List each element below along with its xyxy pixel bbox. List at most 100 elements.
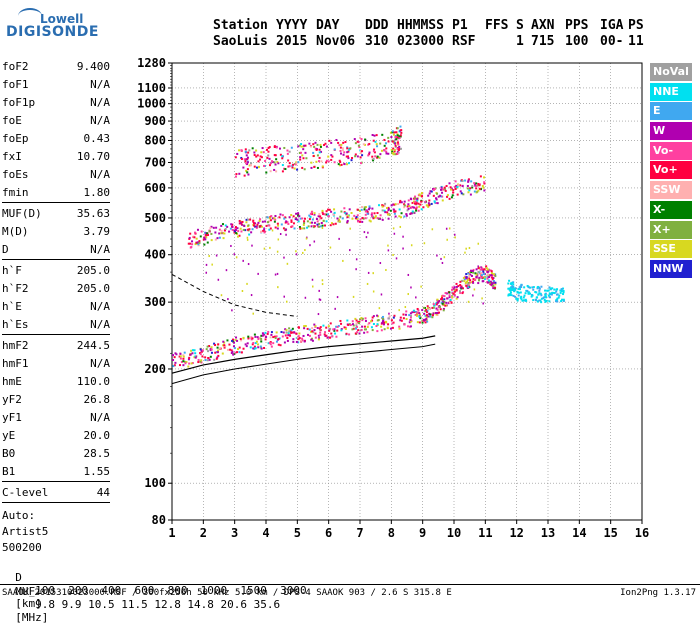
echo-dot	[318, 156, 321, 159]
echo-dot	[420, 192, 423, 195]
echo-dot	[240, 156, 243, 159]
echo-dot	[475, 182, 478, 185]
header-label: FFS	[485, 18, 509, 33]
echo-dot	[228, 343, 231, 346]
echo-dot	[249, 164, 252, 167]
echo-dot	[427, 202, 430, 205]
echo-dot	[254, 342, 257, 345]
echo-dot	[358, 209, 361, 212]
echo-dot	[340, 210, 343, 213]
echo-dot	[470, 274, 473, 277]
echo-dot	[393, 210, 396, 213]
echo-dot	[472, 281, 475, 284]
echo-dot	[421, 319, 424, 322]
echo-dot	[297, 341, 300, 344]
echo-dot	[290, 220, 293, 223]
echo-dot	[470, 271, 473, 274]
echo-dot	[414, 195, 417, 198]
echo-dot	[418, 313, 421, 316]
echo-dot	[264, 338, 267, 341]
echo-dot	[493, 281, 496, 284]
y-tick-label: 200	[144, 362, 166, 376]
echo-dot	[173, 364, 176, 367]
echo-dot	[339, 149, 342, 152]
echo-dot	[355, 325, 358, 328]
version-label: Ion2Png 1.3.17	[620, 588, 696, 598]
echo-dot	[411, 210, 414, 213]
echo-dot	[454, 180, 457, 183]
header-label: HHMMSS	[397, 18, 444, 33]
echo-dot	[510, 294, 513, 297]
parameter-separator	[2, 202, 110, 205]
echo-dot	[180, 360, 183, 363]
echo-dot	[509, 289, 512, 292]
echo-dot	[172, 359, 175, 362]
echo-dot	[197, 243, 200, 246]
echo-dot	[222, 237, 225, 240]
echo-dot	[284, 216, 287, 219]
echo-dot	[465, 284, 468, 287]
echo-dot	[263, 231, 266, 234]
echo-dot	[452, 292, 455, 295]
parameter-value: 1.55	[83, 465, 111, 478]
echo-dot	[372, 322, 375, 325]
echo-dot	[208, 255, 210, 258]
legend-entry: NNE	[650, 82, 692, 101]
echo-dot	[296, 336, 299, 339]
echo-dot	[415, 206, 418, 209]
echo-dot	[453, 288, 456, 291]
echo-dot	[236, 339, 239, 342]
echo-dot	[286, 336, 289, 339]
echo-dot	[445, 301, 448, 304]
echo-dot	[400, 129, 403, 132]
echo-dot	[355, 322, 358, 325]
echo-dot	[409, 197, 412, 200]
echo-dot	[479, 268, 482, 271]
parameter-row: M(D) 3.79	[2, 223, 110, 241]
echo-dot	[231, 309, 233, 312]
echo-dot	[193, 231, 196, 234]
echo-dot	[233, 352, 236, 355]
echo-dot	[425, 317, 428, 320]
echo-dot	[510, 287, 513, 290]
echo-dot	[409, 316, 412, 319]
echo-dot	[182, 355, 185, 358]
echo-dot	[444, 188, 447, 191]
echo-dot	[538, 299, 541, 302]
echo-dot	[218, 228, 221, 231]
echo-dot	[483, 189, 486, 192]
echo-dot	[402, 235, 404, 238]
distance-label: D	[15, 571, 22, 584]
parameter-value: 28.5	[83, 447, 111, 460]
echo-dot	[302, 334, 305, 337]
y-tick-label: 100	[144, 476, 166, 490]
echo-dot	[415, 296, 417, 299]
echo-dot	[442, 299, 445, 302]
echo-dot	[209, 226, 212, 229]
echo-dot	[253, 222, 256, 225]
echo-dot	[521, 299, 524, 302]
echo-dot	[346, 155, 349, 158]
echo-dot	[475, 187, 478, 190]
echo-dot	[486, 269, 489, 272]
echo-dot	[245, 154, 248, 157]
echo-dot	[470, 281, 473, 284]
echo-dot	[385, 268, 387, 271]
header-value: Nov06	[316, 34, 356, 49]
echo-dot	[273, 220, 276, 223]
echo-dot	[532, 299, 535, 302]
echo-dot	[266, 216, 269, 219]
echo-dot	[201, 355, 204, 358]
echo-dot	[233, 341, 236, 344]
echo-dot	[425, 316, 428, 319]
echo-dot	[443, 301, 446, 304]
echo-dot	[313, 240, 316, 243]
echo-dot	[346, 219, 349, 222]
echo-dot	[364, 319, 367, 322]
echo-dot	[446, 297, 449, 300]
echo-dot	[398, 145, 401, 148]
echo-dot	[325, 334, 328, 337]
header-value: 715	[531, 34, 555, 49]
echo-dot	[355, 319, 358, 322]
header-label: AXN	[531, 18, 555, 33]
